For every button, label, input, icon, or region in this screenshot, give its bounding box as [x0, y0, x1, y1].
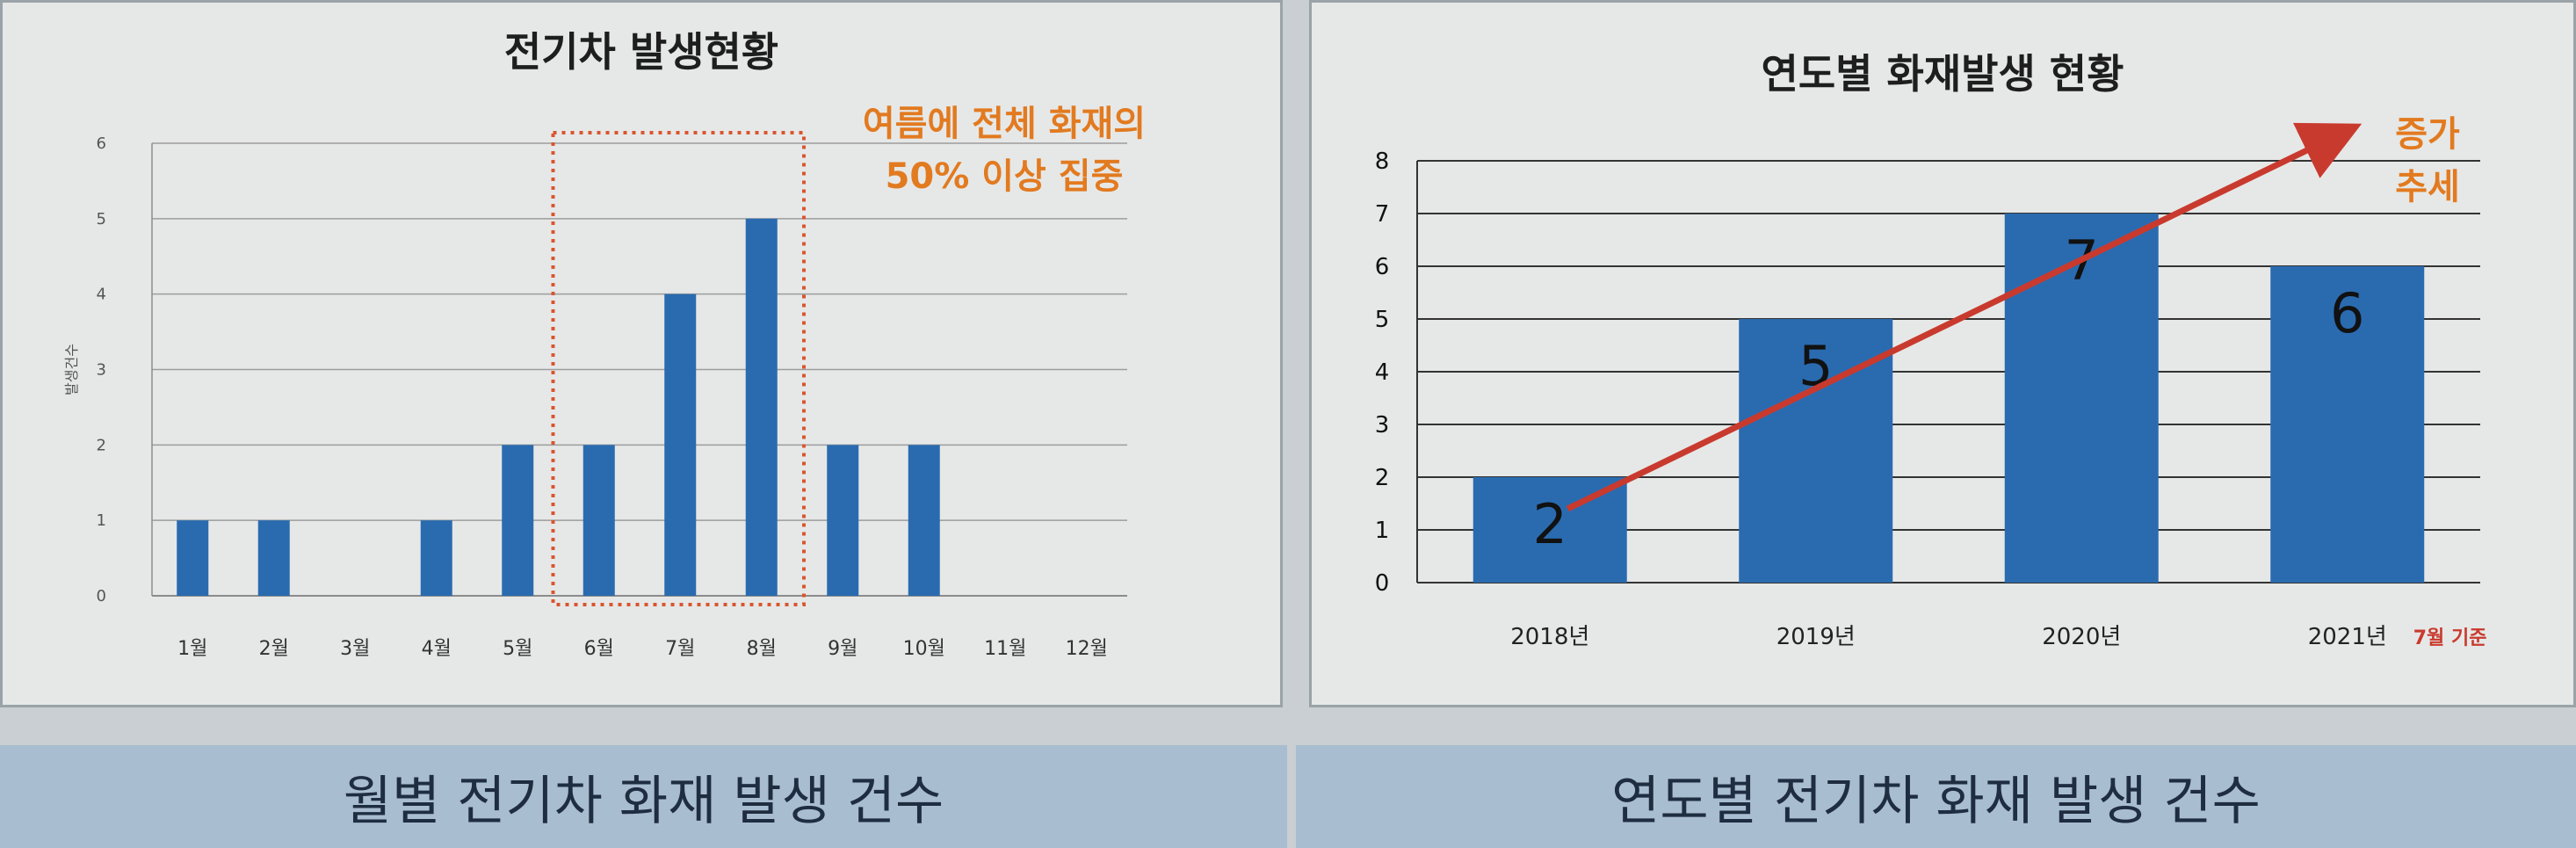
x-tick-label: 11월 — [984, 638, 1026, 660]
x-tick-label: 9월 — [828, 638, 857, 660]
monthly-chart-panel: 전기차 발생현황 0 1 2 3 4 5 6 발생건수 1월 2월 3월 4월 5월 6월 7월 8월 9월 10… — [0, 0, 1283, 707]
x-tick-label: 10월 — [903, 638, 945, 660]
y-tick-label: 3 — [97, 361, 106, 380]
y-tick-label: 4 — [1375, 359, 1390, 386]
bar-value-label: 6 — [2330, 281, 2364, 345]
y-tick-label: 0 — [97, 587, 106, 605]
y-tick-label: 3 — [1375, 412, 1390, 438]
bar — [745, 218, 778, 597]
summer-annotation-line2: 50% 이상 집중 — [885, 156, 1124, 197]
bar — [2004, 214, 2159, 583]
x-tick-label: 2019년 — [1776, 624, 1856, 650]
bar — [827, 445, 859, 596]
yearly-chart-panel: 연도별 화재발생 현황 01234567822018년52019년72020년6… — [1309, 0, 2576, 707]
bar — [2270, 266, 2425, 583]
yearly-bar-chart: 01234567822018년52019년72020년62021년7월 기준 — [1375, 122, 2487, 650]
x-tick-label: 2020년 — [2042, 624, 2121, 650]
x-tick-label: 2월 — [259, 638, 289, 660]
y-axis-label: 발생건수 — [63, 344, 80, 395]
y-tick-label: 5 — [1375, 307, 1390, 333]
monthly-chart-title: 전기차 발생현황 — [503, 28, 779, 76]
y-tick-label: 4 — [97, 286, 106, 304]
x-tick-label: 4월 — [422, 638, 452, 660]
bar — [177, 520, 209, 596]
monthly-bar-chart: 0 1 2 3 4 5 6 발생건수 1월 2월 3월 4월 5월 6월 7월 8월 9월 10월 11월 12월 — [63, 131, 1127, 660]
y-tick-label: 7 — [1375, 201, 1390, 228]
yearly-chart-title: 연도별 화재발생 현황 — [1761, 50, 2124, 98]
bar — [908, 445, 940, 596]
y-tick-label: 0 — [1375, 570, 1390, 597]
y-tick-label: 2 — [1375, 465, 1390, 491]
footnote: 7월 기준 — [2413, 627, 2487, 649]
x-tick-label: 2018년 — [1510, 624, 1589, 650]
x-tick-label: 7월 — [665, 638, 695, 660]
bar — [582, 445, 615, 596]
bar — [257, 520, 290, 596]
summer-annotation-line1: 여름에 전체 화재의 — [862, 104, 1147, 144]
yearly-caption: 연도별 전기차 화재 발생 건수 — [1296, 745, 2576, 848]
summer-annotation: 여름에 전체 화재의 50% 이상 집중 — [798, 98, 1211, 203]
x-tick-label: 2021년 — [2308, 624, 2387, 650]
bar-value-label: 2 — [1533, 492, 1567, 556]
trend-note-line2: 추세 — [2395, 167, 2460, 207]
y-tick-label: 5 — [97, 210, 106, 228]
x-tick-label: 8월 — [747, 638, 777, 660]
trend-arrow — [1566, 122, 2363, 512]
x-tick-label: 6월 — [584, 638, 614, 660]
x-tick-label: 3월 — [340, 638, 370, 660]
bar — [420, 520, 452, 596]
x-tick-label: 5월 — [503, 638, 532, 660]
y-tick-label: 2 — [97, 436, 106, 454]
x-tick-label: 12월 — [1066, 638, 1108, 660]
trend-note: 증가 추세 — [2375, 108, 2480, 214]
summer-highlight-box — [551, 131, 806, 606]
bar — [664, 294, 697, 596]
y-tick-label: 8 — [1375, 149, 1390, 175]
y-tick-label: 6 — [97, 134, 106, 153]
y-tick-label: 6 — [1375, 254, 1390, 280]
x-tick-label: 1월 — [177, 638, 207, 660]
trend-note-line1: 증가 — [2395, 114, 2460, 155]
monthly-caption: 월별 전기차 화재 발생 건수 — [0, 745, 1287, 848]
bar — [502, 445, 534, 596]
y-tick-label: 1 — [97, 511, 106, 530]
y-tick-label: 1 — [1375, 518, 1390, 544]
